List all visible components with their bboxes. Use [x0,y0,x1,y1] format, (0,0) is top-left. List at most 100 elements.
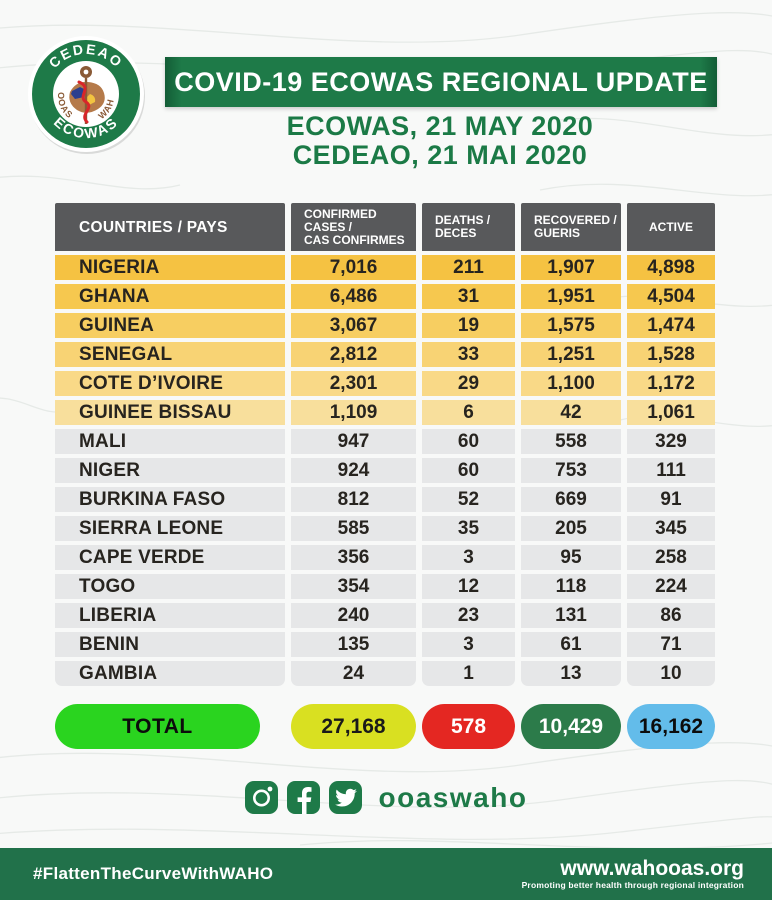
table-cell-deaths: 29 [422,371,515,396]
table-cell-country: BENIN [55,632,285,657]
table-cell-active: 224 [627,574,715,599]
table-cell-deaths: 3 [422,632,515,657]
table-cell-deaths: 33 [422,342,515,367]
table-cell-deaths: 31 [422,284,515,309]
table-cell-recovered: 95 [521,545,621,570]
banner-title-text: COVID-19 ECOWAS REGIONAL UPDATE [174,66,708,97]
table-cell-active: 86 [627,603,715,628]
totals-row: TOTAL 27,168 578 10,429 16,162 [55,704,715,749]
table-cell-country: BURKINA FASO [55,487,285,512]
twitter-icon[interactable] [328,781,362,814]
table-cell-recovered: 1,575 [521,313,621,338]
table-cell-active: 91 [627,487,715,512]
total-deaths-pill: 578 [422,704,515,749]
table-cell-confirmed: 585 [291,516,416,541]
table-cell-deaths: 6 [422,400,515,425]
total-recovered-pill: 10,429 [521,704,621,749]
total-confirmed-pill: 27,168 [291,704,416,749]
table-cell-active: 111 [627,458,715,483]
table-cell-deaths: 52 [422,487,515,512]
table-cell-confirmed: 7,016 [291,255,416,280]
table-cell-confirmed: 354 [291,574,416,599]
table-cell-deaths: 23 [422,603,515,628]
footer-bar: #FlattenTheCurveWithWAHO www.wahooas.org… [0,848,772,900]
table-cell-country: NIGERIA [55,255,285,280]
table-cell-deaths: 12 [422,574,515,599]
social-handle[interactable]: ooaswaho [378,781,528,813]
footer-site-block: www.wahooas.org Promoting better health … [521,857,744,891]
table-cell-confirmed: 2,812 [291,342,416,367]
total-active-pill: 16,162 [627,704,715,749]
covid-data-table: COUNTRIES / PAYS CONFIRMED CASES / CAS CO… [55,203,715,686]
table-cell-country: GHANA [55,284,285,309]
table-cell-recovered: 1,251 [521,342,621,367]
table-cell-recovered: 13 [521,661,621,686]
table-cell-confirmed: 1,109 [291,400,416,425]
ecowas-logo: CEDEAO ECOWAS OOAS WAHO [22,26,146,154]
table-cell-confirmed: 24 [291,661,416,686]
table-cell-country: GUINEE BISSAU [55,400,285,425]
table-cell-country: MALI [55,429,285,454]
table-cell-confirmed: 3,067 [291,313,416,338]
table-cell-confirmed: 812 [291,487,416,512]
table-cell-recovered: 558 [521,429,621,454]
column-header-active: ACTIVE [627,203,715,251]
date-french: CEDEAO, 21 MAI 2020 [292,140,588,170]
table-cell-recovered: 1,951 [521,284,621,309]
table-cell-active: 1,528 [627,342,715,367]
social-media-row: ooaswaho [0,781,772,814]
footer-tagline: Promoting better health through regional… [521,880,744,890]
title-banner: COVID-19 ECOWAS REGIONAL UPDATE [165,57,717,107]
table-cell-country: TOGO [55,574,285,599]
table-cell-recovered: 205 [521,516,621,541]
table-cell-country: CAPE VERDE [55,545,285,570]
table-cell-deaths: 60 [422,429,515,454]
total-label-pill: TOTAL [55,704,260,749]
table-cell-recovered: 61 [521,632,621,657]
table-cell-recovered: 42 [521,400,621,425]
instagram-icon[interactable] [244,781,278,814]
table-cell-country: SENEGAL [55,342,285,367]
table-cell-deaths: 19 [422,313,515,338]
table-cell-confirmed: 240 [291,603,416,628]
table-cell-active: 4,898 [627,255,715,280]
table-cell-deaths: 35 [422,516,515,541]
table-cell-active: 71 [627,632,715,657]
table-cell-active: 329 [627,429,715,454]
column-header-deaths: DEATHS / DECES [422,203,515,251]
table-cell-deaths: 211 [422,255,515,280]
table-cell-recovered: 1,907 [521,255,621,280]
column-header-recovered: RECOVERED / GUERIS [521,203,621,251]
table-cell-deaths: 1 [422,661,515,686]
table-cell-active: 1,061 [627,400,715,425]
footer-hashtag: #FlattenTheCurveWithWAHO [33,864,274,883]
table-cell-country: GUINEA [55,313,285,338]
table-cell-confirmed: 6,486 [291,284,416,309]
table-cell-recovered: 118 [521,574,621,599]
table-cell-active: 10 [627,661,715,686]
column-header-confirmed: CONFIRMED CASES / CAS CONFIRMES [291,203,416,251]
facebook-icon[interactable] [286,781,320,814]
table-cell-recovered: 669 [521,487,621,512]
table-cell-country: SIERRA LEONE [55,516,285,541]
table-cell-confirmed: 924 [291,458,416,483]
table-cell-active: 1,172 [627,371,715,396]
table-cell-recovered: 131 [521,603,621,628]
table-cell-country: NIGER [55,458,285,483]
table-cell-active: 4,504 [627,284,715,309]
table-cell-confirmed: 947 [291,429,416,454]
table-cell-country: GAMBIA [55,661,285,686]
table-cell-deaths: 60 [422,458,515,483]
table-cell-country: COTE D’IVOIRE [55,371,285,396]
table-cell-recovered: 1,100 [521,371,621,396]
footer-website[interactable]: www.wahooas.org [560,857,744,880]
column-header-country: COUNTRIES / PAYS [55,203,285,251]
table-cell-active: 1,474 [627,313,715,338]
table-cell-country: LIBERIA [55,603,285,628]
table-cell-recovered: 753 [521,458,621,483]
logo-emblem [69,66,105,124]
table-cell-confirmed: 135 [291,632,416,657]
table-cell-confirmed: 356 [291,545,416,570]
table-cell-active: 345 [627,516,715,541]
ecowas-logo-graphic: CEDEAO ECOWAS OOAS WAHO [22,26,145,154]
